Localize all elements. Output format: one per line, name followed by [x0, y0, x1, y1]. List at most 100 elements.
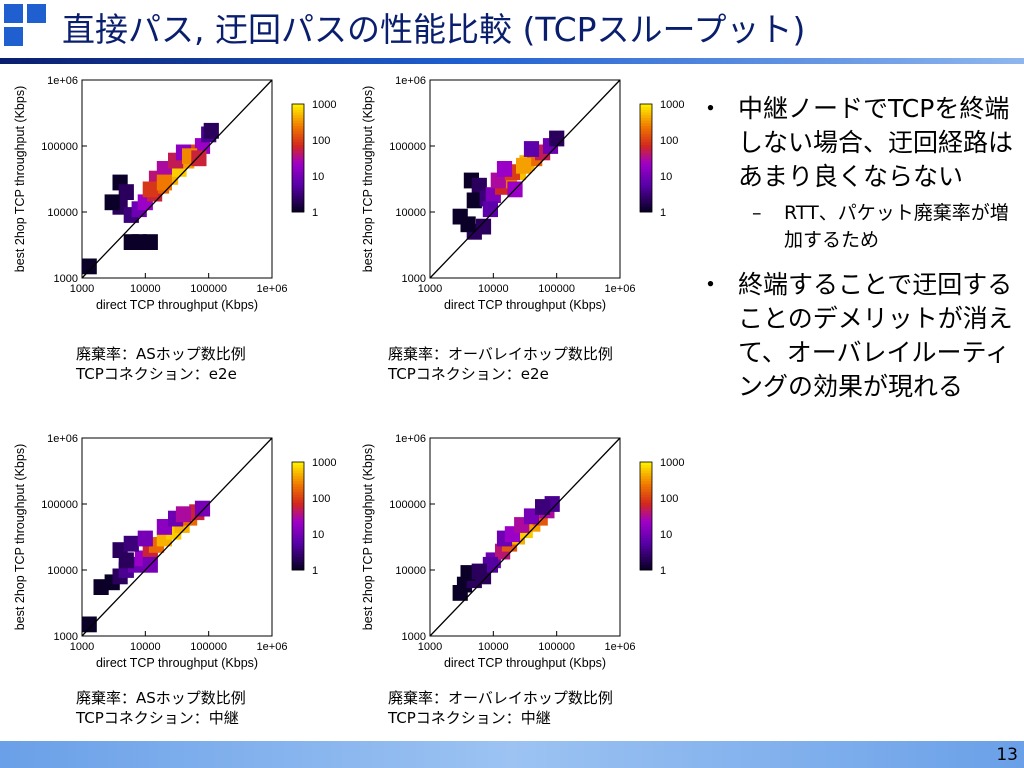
- colorbar-tick-label: 10: [660, 529, 672, 541]
- heatmap-cell: [123, 234, 139, 250]
- caption-line-loss: 廃棄率：ASホップ数比例: [76, 345, 246, 363]
- colorbar-segment: [640, 561, 652, 565]
- colorbar-segment: [640, 529, 652, 533]
- colorbar-tick-label: 100: [660, 135, 678, 147]
- heatmap-cell: [81, 616, 97, 633]
- bullet-item: ・ 中継ノードでTCPを終端しない場合、迂回経路はあまり良くならない: [694, 92, 1014, 194]
- y-tick-label: 10000: [47, 207, 78, 219]
- colorbar-segment: [292, 551, 304, 555]
- heatmap-cell: [194, 500, 211, 517]
- colorbar-frame: [291, 103, 305, 213]
- heatmap-cell: [142, 234, 158, 250]
- colorbar-segment: [640, 521, 652, 525]
- colorbar-segment: [640, 524, 652, 528]
- sub-bullet-item: – RTT、パケット廃棄率が増加するため: [694, 200, 1014, 254]
- slide-logo: [4, 4, 56, 56]
- colorbar-segment: [640, 155, 652, 159]
- colorbar-segment: [640, 494, 652, 498]
- colorbar-segment: [292, 144, 304, 148]
- heatmap-cell: [549, 130, 565, 147]
- colorbar-segment: [640, 139, 652, 143]
- colorbar-segment: [292, 478, 304, 482]
- colorbar-segment: [640, 179, 652, 183]
- y-tick-label: 100000: [389, 141, 426, 153]
- colorbar-segment: [292, 185, 304, 189]
- colorbar-segment: [640, 112, 652, 116]
- y-tick-label: 1e+06: [47, 433, 78, 445]
- y-axis-label: best 2hop TCP throughput (Kbps): [361, 86, 375, 272]
- x-tick-label: 10000: [130, 283, 161, 295]
- colorbar-segment: [640, 543, 652, 547]
- colorbar-segment: [292, 109, 304, 113]
- x-tick-label: 10000: [478, 283, 509, 295]
- heatmap-cell: [471, 563, 487, 580]
- colorbar-segment: [640, 168, 652, 172]
- chart-panel-overlay-hop-e2e: 1000 10000 100000 1e+06 1000 10000 100000 1e+06…: [348, 66, 688, 426]
- colorbar-segment: [640, 510, 652, 514]
- colorbar-segment: [640, 462, 652, 466]
- colorbar-segment: [292, 114, 304, 118]
- colorbar-segment: [640, 114, 652, 118]
- sub-bullet-dash: –: [752, 202, 762, 224]
- colorbar-segment: [292, 158, 304, 162]
- y-axis-label: best 2hop TCP throughput (Kbps): [361, 444, 375, 630]
- heatmap-cell: [156, 174, 172, 191]
- colorbar-segment: [292, 489, 304, 493]
- x-axis-label: direct TCP throughput (Kbps): [96, 656, 258, 670]
- colorbar-segment: [292, 141, 304, 145]
- colorbar-segment: [640, 486, 652, 490]
- colorbar-tick-label: 1000: [312, 99, 336, 111]
- colorbar-segment: [640, 497, 652, 501]
- colorbar-segment: [292, 163, 304, 167]
- colorbar-segment: [640, 526, 652, 530]
- colorbar-segment: [292, 561, 304, 565]
- colorbar-segment: [640, 176, 652, 180]
- heatmap-cell: [118, 552, 134, 569]
- caption-line-connection: TCPコネクション：e2e: [388, 365, 549, 383]
- colorbar-segment: [640, 163, 652, 167]
- colorbar-segment: [292, 104, 304, 108]
- logo-square: [4, 27, 23, 46]
- x-axis-label: direct TCP throughput (Kbps): [444, 656, 606, 670]
- heatmap-chart: 1000 10000 100000 1e+06 1000 10000 100000 1e+06…: [13, 75, 336, 312]
- colorbar-tick-label: 1000: [312, 457, 336, 469]
- colorbar-segment: [292, 491, 304, 495]
- colorbar-segment: [292, 160, 304, 164]
- colorbar-segment: [292, 209, 304, 213]
- colorbar-segment: [640, 499, 652, 503]
- colorbar-segment: [640, 152, 652, 156]
- heatmap-cell: [203, 122, 219, 139]
- colorbar-segment: [292, 120, 304, 124]
- bullet-dot: ・: [698, 270, 724, 299]
- heatmap-cell: [475, 218, 492, 235]
- colorbar-frame: [639, 461, 653, 571]
- colorbar-segment: [292, 136, 304, 140]
- colorbar-segment: [292, 182, 304, 186]
- colorbar-segment: [292, 171, 304, 175]
- colorbar-segment: [640, 136, 652, 140]
- heatmap-cell: [452, 208, 468, 225]
- diagonal-reference-line: [429, 79, 621, 279]
- x-tick-label: 10000: [478, 641, 509, 653]
- colorbar-segment: [292, 206, 304, 210]
- colorbar-segment: [292, 467, 304, 471]
- colorbar-segment: [640, 470, 652, 474]
- colorbar-segment: [292, 483, 304, 487]
- chart-panel-as-hop-e2e: 1000 10000 100000 1e+06 1000 10000 100000 1e+06…: [0, 66, 340, 426]
- colorbar-segment: [640, 513, 652, 517]
- heatmap-cell: [466, 192, 482, 209]
- colorbar-segment: [640, 185, 652, 189]
- colorbar-segment: [292, 176, 304, 180]
- heatmap-cell: [137, 530, 153, 547]
- colorbar-tick-label: 1: [660, 207, 666, 219]
- colorbar-tick-label: 1000: [660, 99, 684, 111]
- colorbar-tick-label: 1: [312, 207, 318, 219]
- colorbar-segment: [640, 491, 652, 495]
- colorbar-tick-label: 10: [312, 171, 324, 183]
- colorbar-segment: [640, 149, 652, 153]
- colorbar-segment: [640, 120, 652, 124]
- colorbar-segment: [292, 139, 304, 143]
- colorbar-segment: [292, 464, 304, 468]
- colorbar-segment: [640, 158, 652, 162]
- caption-line-connection: TCPコネクション：e2e: [76, 365, 237, 383]
